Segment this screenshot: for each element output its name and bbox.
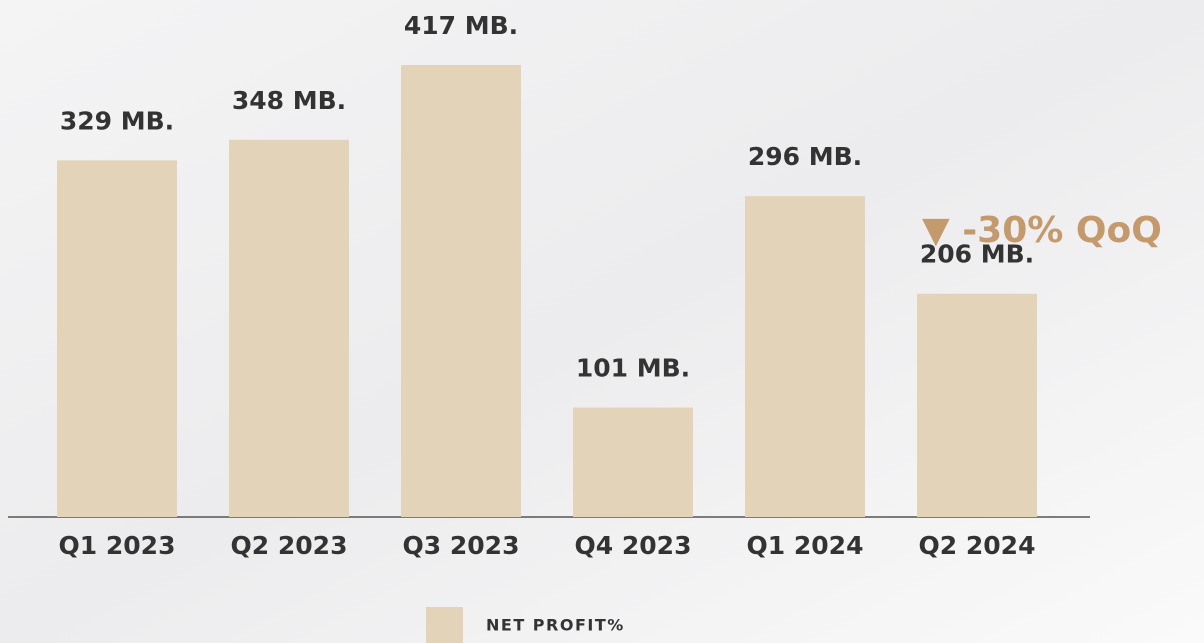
value-label: 296 MB.: [748, 142, 862, 171]
x-tick-label: Q2 2024: [919, 531, 1036, 560]
x-tick-label: Q2 2023: [231, 531, 348, 560]
x-tick-label: Q4 2023: [575, 531, 692, 560]
bar: [917, 293, 1037, 517]
value-label: 329 MB.: [60, 106, 174, 135]
value-label: 417 MB.: [404, 11, 518, 40]
bar: [573, 407, 693, 517]
bar: [745, 196, 865, 517]
legend-swatch: [426, 607, 463, 643]
legend-label: NET PROFIT%: [486, 616, 625, 635]
x-tick-label: Q3 2023: [403, 531, 520, 560]
x-tick-label: Q1 2023: [59, 531, 176, 560]
bar: [229, 139, 349, 517]
value-label: 348 MB.: [232, 86, 346, 115]
bar: [57, 160, 177, 517]
value-label: 101 MB.: [576, 354, 690, 383]
bar: [401, 65, 521, 517]
x-tick-label: Q1 2024: [747, 531, 864, 560]
annotation: ▼ -30% QoQ: [922, 210, 1162, 251]
value-label: 206 MB.: [920, 240, 1034, 269]
